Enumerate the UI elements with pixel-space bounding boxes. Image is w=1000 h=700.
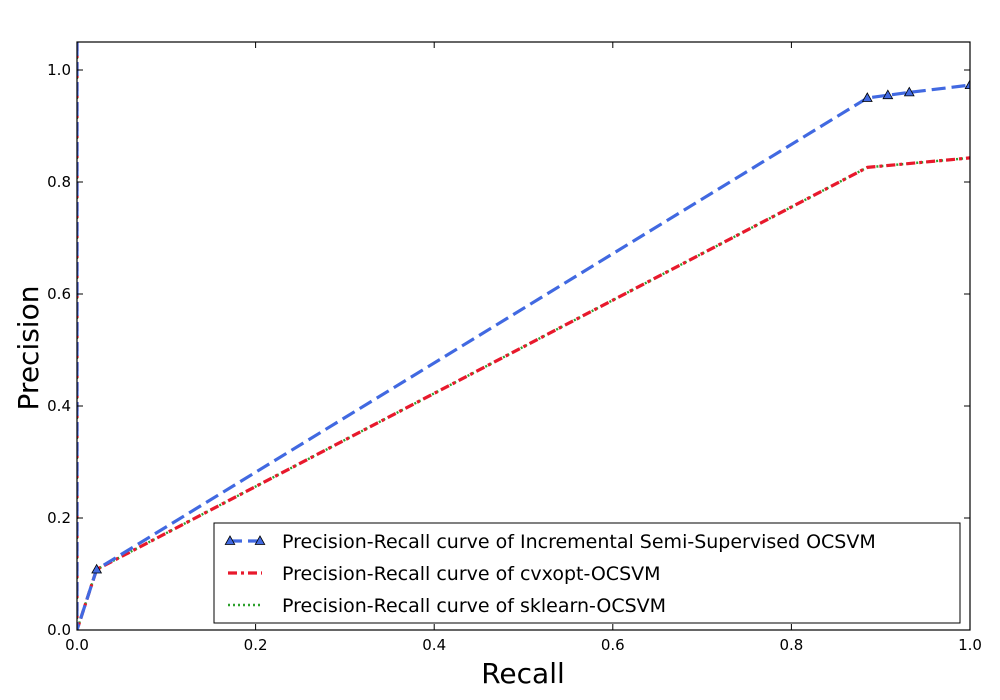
series-point bbox=[91, 563, 103, 574]
y-tick-label: 0.6 bbox=[47, 285, 71, 303]
series-point bbox=[882, 89, 894, 100]
legend-marker bbox=[224, 535, 236, 545]
series-point bbox=[861, 92, 873, 102]
legend-label: Precision-Recall curve of cvxopt-OCSVM bbox=[282, 563, 661, 585]
series-layer bbox=[77, 42, 970, 630]
x-tick-label: 1.0 bbox=[958, 636, 982, 654]
ticks-layer: 0.0 0.2 0.4 0.6 0.8 1.0 0.0 0.2 0.4 0.6 0.8 1.0 bbox=[47, 42, 982, 654]
y-tick-label: 0.8 bbox=[47, 173, 71, 191]
legend-marker bbox=[254, 535, 266, 545]
y-tick-label: 0.2 bbox=[47, 509, 71, 527]
y-tick-label: 0.0 bbox=[47, 621, 71, 639]
series-point bbox=[903, 86, 915, 97]
y-tick-label: 0.4 bbox=[47, 397, 71, 415]
series-point bbox=[964, 79, 970, 90]
x-tick-label: 0.0 bbox=[65, 636, 89, 654]
x-tick-label: 0.2 bbox=[244, 636, 268, 654]
x-tick-label: 0.6 bbox=[601, 636, 625, 654]
legend: Precision-Recall curve of Incremental Se… bbox=[213, 522, 961, 624]
x-tick-label: 0.8 bbox=[779, 636, 803, 654]
legend-box bbox=[213, 522, 961, 624]
legend-label: Precision-Recall curve of sklearn-OCSVM bbox=[282, 595, 666, 617]
series-line bbox=[77, 42, 970, 630]
plot-frame bbox=[76, 41, 971, 631]
x-axis-title: Recall bbox=[481, 657, 565, 690]
legend-label: Precision-Recall curve of Incremental Se… bbox=[282, 531, 876, 553]
y-axis-title: Precision bbox=[12, 286, 45, 411]
y-tick-label: 1.0 bbox=[47, 61, 71, 79]
x-tick-label: 0.4 bbox=[422, 636, 446, 654]
